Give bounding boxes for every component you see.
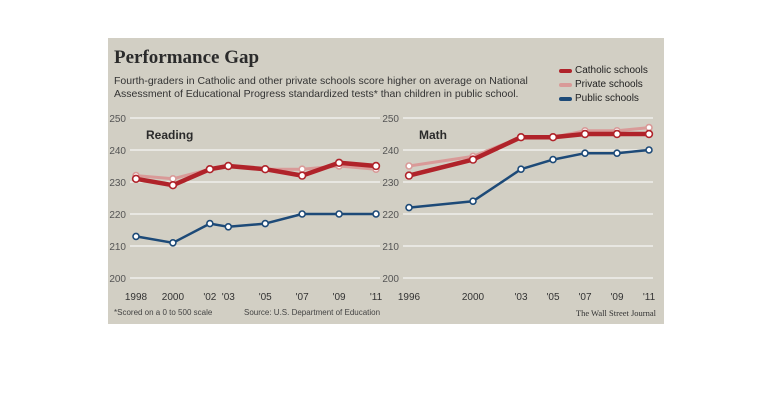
data-point-catholic bbox=[224, 161, 233, 171]
data-point-public bbox=[206, 219, 214, 228]
data-point-public bbox=[517, 165, 525, 173]
footnote: *Scored on a 0 to 500 scale bbox=[114, 308, 213, 317]
data-point-private bbox=[298, 165, 306, 173]
x-tick-label: '03 bbox=[222, 292, 235, 303]
data-point-catholic bbox=[261, 164, 270, 174]
credit-line: The Wall Street Journal bbox=[575, 308, 656, 318]
data-point-catholic bbox=[580, 129, 590, 139]
data-point-public bbox=[405, 203, 413, 212]
y-tick-label: 240 bbox=[382, 146, 399, 157]
data-point-catholic bbox=[297, 171, 307, 180]
data-point-catholic bbox=[548, 132, 558, 142]
legend-swatch-catholic bbox=[559, 69, 572, 73]
data-point-catholic bbox=[131, 174, 141, 184]
source-note: Source: U.S. Department of Education bbox=[244, 308, 381, 317]
data-point-catholic bbox=[168, 181, 178, 190]
x-tick-label: '11 bbox=[370, 292, 383, 303]
x-tick-label: 2000 bbox=[462, 292, 485, 303]
chart-svg: 200 210 220 230 240 250 Reading 1998 2000 '02 '03 '… bbox=[109, 114, 655, 303]
legend: Catholic schools Private schools Public … bbox=[559, 64, 648, 106]
x-tick-label: '09 bbox=[610, 292, 623, 303]
legend-swatch-private bbox=[559, 83, 572, 87]
y-tick-label: 230 bbox=[109, 178, 126, 189]
data-point-catholic bbox=[644, 129, 654, 139]
data-point-catholic bbox=[612, 129, 622, 139]
data-point-public bbox=[372, 210, 380, 218]
legend-item-catholic: Catholic schools bbox=[559, 64, 648, 78]
panel-0: 200 210 220 230 240 250 Reading 1998 2000 '02 '03 '… bbox=[109, 114, 382, 303]
data-point-public bbox=[549, 155, 557, 164]
data-point-public bbox=[224, 223, 233, 231]
y-tick-label: 200 bbox=[382, 274, 399, 285]
x-tick-label: '07 bbox=[296, 292, 309, 303]
data-point-private bbox=[645, 123, 653, 132]
panel-title: Math bbox=[419, 128, 447, 142]
y-tick-label: 230 bbox=[382, 178, 399, 189]
y-tick-label: 200 bbox=[109, 274, 126, 285]
data-point-public bbox=[335, 210, 343, 218]
x-tick-label: 1998 bbox=[125, 292, 148, 303]
series-line-public bbox=[407, 148, 651, 209]
data-point-public bbox=[613, 149, 621, 157]
series-line-catholic bbox=[133, 160, 379, 188]
data-point-public bbox=[581, 149, 589, 157]
chart-figure: Performance Gap Fourth-graders in Cathol… bbox=[108, 38, 664, 324]
y-tick-label: 250 bbox=[109, 114, 126, 125]
x-tick-label: 1996 bbox=[398, 292, 421, 303]
legend-label-private: Private schools bbox=[575, 79, 643, 90]
series-line-public bbox=[134, 212, 378, 245]
y-tick-label: 220 bbox=[109, 210, 126, 221]
legend-item-private: Private schools bbox=[559, 78, 648, 92]
data-point-public bbox=[645, 146, 653, 154]
data-point-catholic bbox=[404, 171, 414, 180]
x-tick-label: '11 bbox=[643, 292, 656, 303]
legend-swatch-public bbox=[559, 97, 572, 101]
data-point-public bbox=[298, 210, 306, 218]
legend-label-public: Public schools bbox=[575, 93, 639, 104]
y-tick-label: 210 bbox=[382, 242, 399, 253]
x-tick-label: '05 bbox=[546, 292, 559, 303]
chart-title: Performance Gap bbox=[114, 47, 260, 68]
data-point-public bbox=[261, 219, 270, 228]
x-tick-label: '09 bbox=[333, 292, 346, 303]
y-tick-label: 220 bbox=[382, 210, 399, 221]
panel-1: 200 210 220 230 240 250 Math 1996 2000 '03 '05 '07 '… bbox=[382, 114, 655, 303]
data-point-catholic bbox=[205, 164, 215, 174]
x-tick-label: '02 bbox=[203, 292, 216, 303]
x-tick-label: 2000 bbox=[162, 292, 185, 303]
legend-item-public: Public schools bbox=[559, 92, 648, 106]
data-point-private bbox=[169, 175, 177, 183]
data-point-public bbox=[169, 239, 177, 247]
data-point-catholic bbox=[371, 161, 381, 171]
panel-title: Reading bbox=[146, 128, 193, 142]
chart-subtitle: Fourth-graders in Catholic and other pri… bbox=[114, 75, 528, 100]
data-point-catholic bbox=[468, 155, 478, 164]
data-point-catholic bbox=[516, 132, 526, 142]
legend-label-catholic: Catholic schools bbox=[575, 65, 648, 76]
data-point-public bbox=[132, 232, 140, 241]
y-tick-label: 250 bbox=[382, 114, 399, 125]
data-point-public bbox=[469, 197, 477, 205]
x-tick-label: '05 bbox=[259, 292, 272, 303]
x-tick-label: '07 bbox=[578, 292, 591, 303]
y-tick-label: 210 bbox=[109, 242, 126, 253]
data-point-catholic bbox=[334, 158, 344, 168]
x-tick-label: '03 bbox=[514, 292, 527, 303]
data-point-private bbox=[405, 162, 413, 170]
y-tick-label: 240 bbox=[109, 146, 126, 157]
